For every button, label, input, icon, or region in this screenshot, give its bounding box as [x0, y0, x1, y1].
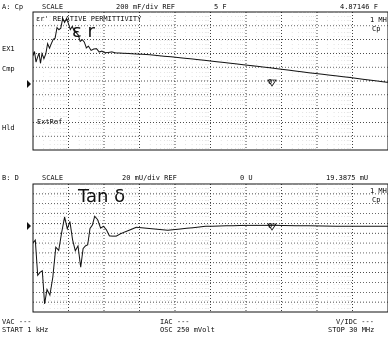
top-scale-label: SCALE: [42, 3, 64, 11]
cmp-label: Cmp: [2, 65, 15, 73]
osc-label: OSC 250 mVolt: [160, 326, 215, 334]
reference-arrow: [27, 80, 31, 88]
bottom-scale-value: 20 mU/div REF: [122, 174, 177, 182]
reference-arrow: [27, 222, 31, 230]
top-marker: [267, 79, 277, 87]
vidc-label: V/IDC ---: [336, 318, 374, 326]
top-marker-freq: 1 MHz: [370, 16, 388, 24]
bottom-header-param: B: D: [2, 174, 19, 182]
tan-delta-label: Tan δ: [78, 186, 126, 207]
top-marker-number: 0: [268, 78, 273, 86]
bottom-grid: [33, 184, 388, 312]
top-ref-value: 5 F: [214, 3, 227, 11]
bottom-marker-number: 0: [268, 222, 273, 230]
epsilon-r-label: ε r: [72, 21, 95, 42]
ex1-label: EX1: [2, 45, 15, 53]
top-marker-param: Cp: [372, 25, 381, 33]
top-header-param: A: Cp: [2, 3, 24, 11]
start-label: START 1 kHz: [2, 326, 49, 334]
bottom-marker-param: Cp: [372, 196, 381, 204]
stop-label: STOP 30 MHz: [328, 326, 375, 334]
top-plot-title: εr' RELATIVE PERMITTIVITY: [36, 15, 142, 23]
bottom-marker-value: 19.3875 mU: [326, 174, 369, 182]
hld-label: Hld: [2, 124, 15, 132]
permittivity-trace: [32, 16, 388, 83]
iac-label: IAC ---: [160, 318, 190, 326]
marker-triangle: [267, 79, 277, 87]
top-grid: [33, 12, 388, 150]
bottom-marker-freq: 1 MHz: [370, 187, 388, 195]
top-marker-value: 4.87146 F: [340, 3, 378, 11]
reference-arrows: [27, 80, 31, 230]
vac-label: VAC ---: [2, 318, 32, 326]
top-scale-value: 200 mF/div REF: [116, 3, 176, 11]
ext-ref-label: ExtRef: [37, 118, 63, 126]
tan-delta-trace: [32, 215, 388, 304]
marker-triangle: [267, 223, 277, 231]
bottom-scale-label: SCALE: [42, 174, 64, 182]
bottom-ref-value: 0 U: [240, 174, 253, 182]
bottom-marker: [267, 223, 277, 231]
